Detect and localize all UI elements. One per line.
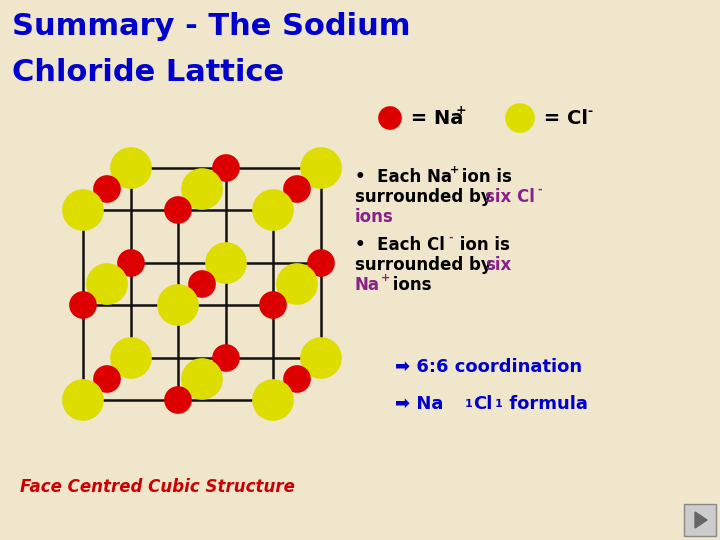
- Text: -: -: [587, 105, 592, 118]
- Ellipse shape: [277, 264, 317, 304]
- Text: -: -: [448, 233, 453, 243]
- Text: 1: 1: [495, 399, 503, 409]
- Ellipse shape: [379, 107, 401, 129]
- Text: +: +: [450, 165, 459, 175]
- Text: Summary - The Sodium: Summary - The Sodium: [12, 12, 410, 41]
- FancyBboxPatch shape: [684, 504, 716, 536]
- Text: Na: Na: [355, 276, 380, 294]
- Ellipse shape: [63, 380, 103, 420]
- Text: six: six: [485, 256, 511, 274]
- Ellipse shape: [87, 264, 127, 304]
- Ellipse shape: [506, 104, 534, 132]
- Text: •  Each Cl: • Each Cl: [355, 236, 445, 254]
- Text: ➡ 6:6 coordination: ➡ 6:6 coordination: [395, 358, 582, 376]
- Ellipse shape: [94, 366, 120, 392]
- Ellipse shape: [94, 176, 120, 202]
- Text: ion is: ion is: [454, 236, 510, 254]
- Text: surrounded by: surrounded by: [355, 256, 498, 274]
- Ellipse shape: [182, 359, 222, 399]
- Ellipse shape: [165, 197, 191, 223]
- Text: -: -: [537, 185, 541, 195]
- Ellipse shape: [118, 250, 144, 276]
- Ellipse shape: [158, 285, 198, 325]
- Ellipse shape: [253, 190, 293, 230]
- Ellipse shape: [182, 169, 222, 209]
- Ellipse shape: [70, 292, 96, 318]
- Ellipse shape: [111, 148, 151, 188]
- Text: Face Centred Cubic Structure: Face Centred Cubic Structure: [20, 478, 295, 496]
- Text: Cl: Cl: [473, 395, 492, 413]
- Text: = Cl: = Cl: [537, 109, 588, 127]
- Text: +: +: [456, 105, 467, 118]
- Ellipse shape: [63, 190, 103, 230]
- Ellipse shape: [301, 338, 341, 378]
- Text: ions: ions: [355, 208, 394, 226]
- Text: Chloride Lattice: Chloride Lattice: [12, 58, 284, 87]
- Text: = Na: = Na: [404, 109, 464, 127]
- Text: six Cl: six Cl: [485, 188, 535, 206]
- Ellipse shape: [284, 366, 310, 392]
- Ellipse shape: [213, 345, 239, 371]
- Ellipse shape: [308, 250, 334, 276]
- Ellipse shape: [253, 380, 293, 420]
- Text: ➡ Na: ➡ Na: [395, 395, 444, 413]
- Ellipse shape: [111, 338, 151, 378]
- Text: ions: ions: [387, 276, 431, 294]
- Text: formula: formula: [503, 395, 588, 413]
- Ellipse shape: [165, 387, 191, 413]
- Ellipse shape: [189, 271, 215, 297]
- Ellipse shape: [301, 148, 341, 188]
- Text: 1: 1: [465, 399, 473, 409]
- Ellipse shape: [206, 243, 246, 283]
- Ellipse shape: [284, 176, 310, 202]
- Text: ion is: ion is: [456, 168, 512, 186]
- Text: surrounded by: surrounded by: [355, 188, 498, 206]
- Text: •  Each Na: • Each Na: [355, 168, 452, 186]
- Polygon shape: [695, 512, 707, 528]
- Ellipse shape: [213, 155, 239, 181]
- Text: +: +: [381, 273, 390, 283]
- Ellipse shape: [260, 292, 286, 318]
